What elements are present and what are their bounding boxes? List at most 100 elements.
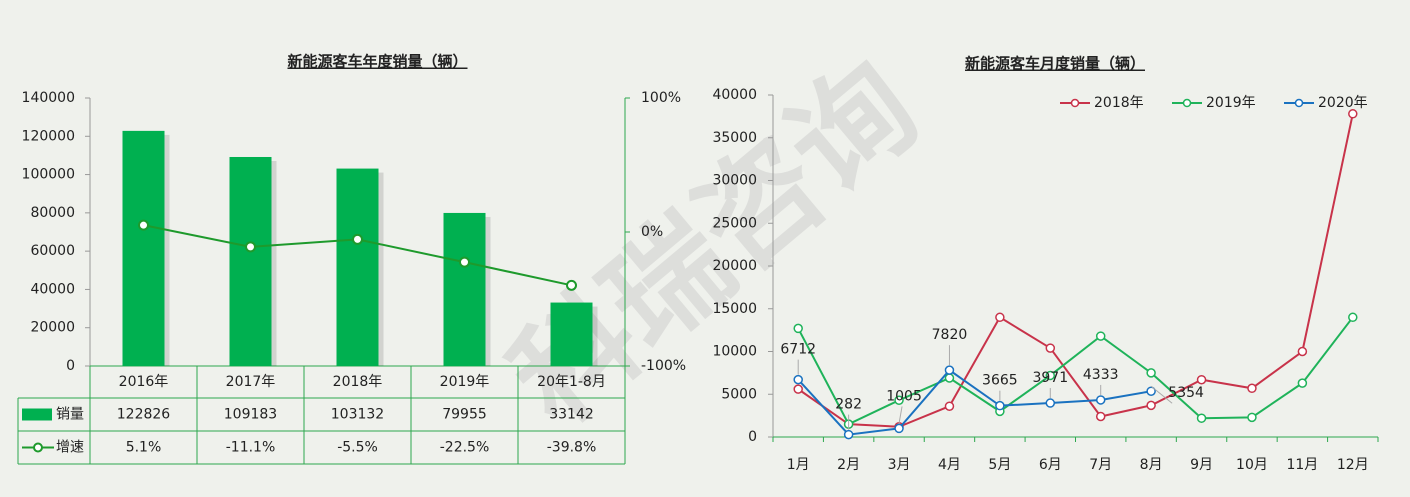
legend-key bbox=[33, 442, 43, 453]
table-value: -5.5% bbox=[337, 440, 378, 456]
line bbox=[797, 368, 1152, 436]
x-tick-label: 2018年 bbox=[333, 374, 383, 390]
marker bbox=[1196, 374, 1207, 385]
marker bbox=[1045, 398, 1056, 408]
marker bbox=[352, 233, 363, 245]
x-tick-label: 3月 bbox=[888, 457, 911, 473]
marker bbox=[1348, 312, 1358, 323]
y-tick-label: 30000 bbox=[712, 173, 757, 189]
x-tick-label: 2017年 bbox=[226, 374, 276, 390]
marker bbox=[566, 279, 577, 291]
marker bbox=[944, 373, 955, 383]
legend-label: 2018年 bbox=[1094, 95, 1144, 111]
y-tick-label: 20000 bbox=[30, 320, 75, 336]
table-value: 109183 bbox=[224, 407, 277, 423]
bar bbox=[122, 130, 165, 366]
legend-label: 2020年 bbox=[1318, 95, 1368, 111]
x-tick-label: 5月 bbox=[988, 457, 1011, 473]
marker bbox=[894, 395, 904, 405]
y-tick-label: 35000 bbox=[712, 130, 757, 146]
x-tick-label: 8月 bbox=[1140, 457, 1163, 473]
marker bbox=[1095, 395, 1106, 405]
x-tick-label: 6月 bbox=[1039, 457, 1062, 473]
marker bbox=[1146, 386, 1156, 396]
marker bbox=[1297, 346, 1308, 357]
y-tick-label: 20000 bbox=[712, 258, 757, 274]
y-tick-label: 40000 bbox=[712, 87, 757, 103]
table-value: 122826 bbox=[117, 407, 171, 423]
legend-key bbox=[1294, 98, 1304, 108]
y-tick-label: 40000 bbox=[30, 281, 75, 297]
marker bbox=[944, 401, 955, 411]
chart-title: 新能源客车月度销量（辆） bbox=[965, 55, 1145, 73]
x-tick-label: 10月 bbox=[1236, 457, 1268, 473]
y-tick-label: 80000 bbox=[30, 205, 75, 221]
data-label: 6712 bbox=[780, 342, 816, 358]
x-tick-label: 2019年 bbox=[440, 374, 490, 390]
table-value: -22.5% bbox=[440, 440, 490, 456]
x-tick-label: 4月 bbox=[938, 457, 961, 473]
bar bbox=[443, 212, 486, 366]
data-label: 1005 bbox=[886, 388, 922, 404]
y-tick-label: 25000 bbox=[712, 215, 757, 231]
table-value: 33142 bbox=[549, 407, 594, 423]
data-label: 4333 bbox=[1083, 367, 1119, 383]
data-label: 3665 bbox=[982, 373, 1018, 389]
legend-key bbox=[22, 408, 52, 421]
marker bbox=[793, 384, 803, 394]
table-value: 5.1% bbox=[126, 440, 162, 456]
leader-line bbox=[1150, 385, 1173, 404]
marker bbox=[459, 256, 470, 268]
x-tick-label: 20年1-8月 bbox=[537, 374, 606, 390]
leader-line bbox=[898, 406, 903, 424]
legend-label: 销量 bbox=[56, 407, 84, 423]
x-tick-label: 2016年 bbox=[119, 374, 169, 390]
marker bbox=[793, 374, 803, 385]
x-tick-label: 11月 bbox=[1286, 457, 1318, 473]
marker bbox=[793, 323, 803, 334]
y2-tick-label: 0% bbox=[641, 224, 663, 240]
marker bbox=[944, 365, 955, 375]
y-tick-label: 0 bbox=[748, 429, 757, 445]
y-tick-label: 100000 bbox=[22, 167, 75, 183]
y-tick-label: 60000 bbox=[30, 243, 75, 259]
marker bbox=[1095, 411, 1106, 422]
y-tick-label: 15000 bbox=[712, 301, 757, 317]
table-value: -11.1% bbox=[226, 440, 276, 456]
data-label: 5354 bbox=[1168, 385, 1204, 401]
marker bbox=[1247, 412, 1257, 423]
marker bbox=[1045, 343, 1056, 353]
legend-key bbox=[1182, 98, 1192, 108]
marker bbox=[245, 241, 256, 253]
table-value: 79955 bbox=[442, 407, 487, 423]
marker bbox=[1297, 378, 1308, 388]
y-tick-label: 140000 bbox=[22, 90, 75, 106]
y2-tick-label: 100% bbox=[641, 90, 681, 106]
x-tick-label: 12月 bbox=[1337, 457, 1369, 473]
marker bbox=[843, 429, 854, 440]
y2-tick-label: -100% bbox=[641, 358, 686, 374]
marker bbox=[1146, 368, 1156, 378]
y-tick-label: 10000 bbox=[712, 344, 757, 360]
table-value: 103132 bbox=[331, 407, 384, 423]
legend-label: 2019年 bbox=[1206, 95, 1256, 111]
bar bbox=[550, 302, 593, 366]
data-label: 7820 bbox=[932, 327, 968, 343]
x-tick-label: 2月 bbox=[837, 457, 860, 473]
x-tick-label: 1月 bbox=[787, 457, 810, 473]
y-tick-label: 0 bbox=[66, 358, 75, 374]
marker bbox=[1095, 331, 1106, 341]
marker bbox=[894, 423, 904, 434]
marker bbox=[1247, 383, 1257, 394]
marker bbox=[995, 400, 1005, 411]
bar bbox=[229, 156, 272, 366]
line bbox=[797, 316, 1354, 426]
data-label: 3971 bbox=[1032, 370, 1068, 386]
marker bbox=[1146, 400, 1156, 411]
marker bbox=[138, 219, 149, 231]
marker bbox=[995, 312, 1005, 323]
marker bbox=[1045, 370, 1056, 381]
line bbox=[797, 113, 1354, 428]
x-tick-label: 9月 bbox=[1190, 457, 1213, 473]
legend-label: 增速 bbox=[56, 440, 84, 456]
